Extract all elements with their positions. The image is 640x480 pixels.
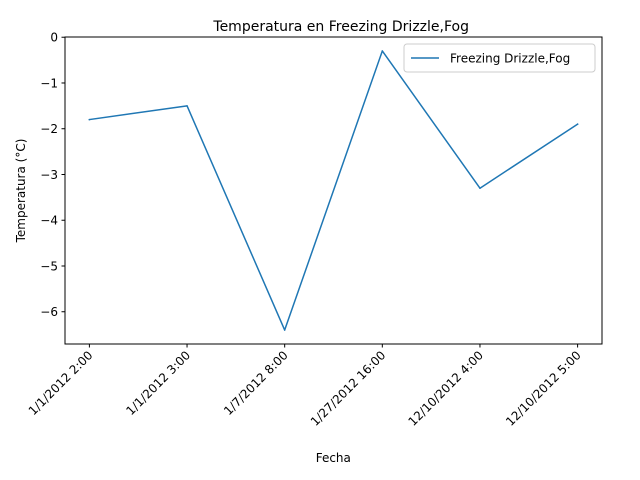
- y-tick-label: 0: [50, 31, 58, 45]
- chart-title: Temperatura en Freezing Drizzle,Fog: [212, 19, 469, 35]
- y-tick-label: −1: [40, 76, 58, 90]
- data-point: [381, 50, 384, 52]
- axes-frame: [64, 36, 603, 345]
- y-tick-label: −4: [40, 214, 58, 228]
- data-point: [283, 329, 286, 331]
- legend-box: [403, 43, 596, 73]
- y-axis-label: Temperatura (°C): [14, 139, 28, 244]
- series-line-0: [88, 50, 579, 331]
- data-point: [186, 105, 188, 107]
- x-axis-label: Fecha: [316, 451, 351, 465]
- legend: Freezing Drizzle,Fog: [403, 43, 596, 73]
- legend-label: Freezing Drizzle,Fog: [450, 51, 570, 65]
- y-tick-label: −5: [40, 259, 58, 273]
- data-point: [479, 187, 481, 189]
- y-tick-label: −3: [40, 168, 58, 182]
- y-tick-label: −6: [40, 305, 58, 319]
- plot-area: [88, 50, 579, 331]
- data-point: [88, 118, 91, 121]
- y-axis: 0 −1 −2 −3 −4 −5 −6: [40, 31, 65, 319]
- y-tick-label: −2: [40, 122, 58, 136]
- data-point: [576, 123, 579, 125]
